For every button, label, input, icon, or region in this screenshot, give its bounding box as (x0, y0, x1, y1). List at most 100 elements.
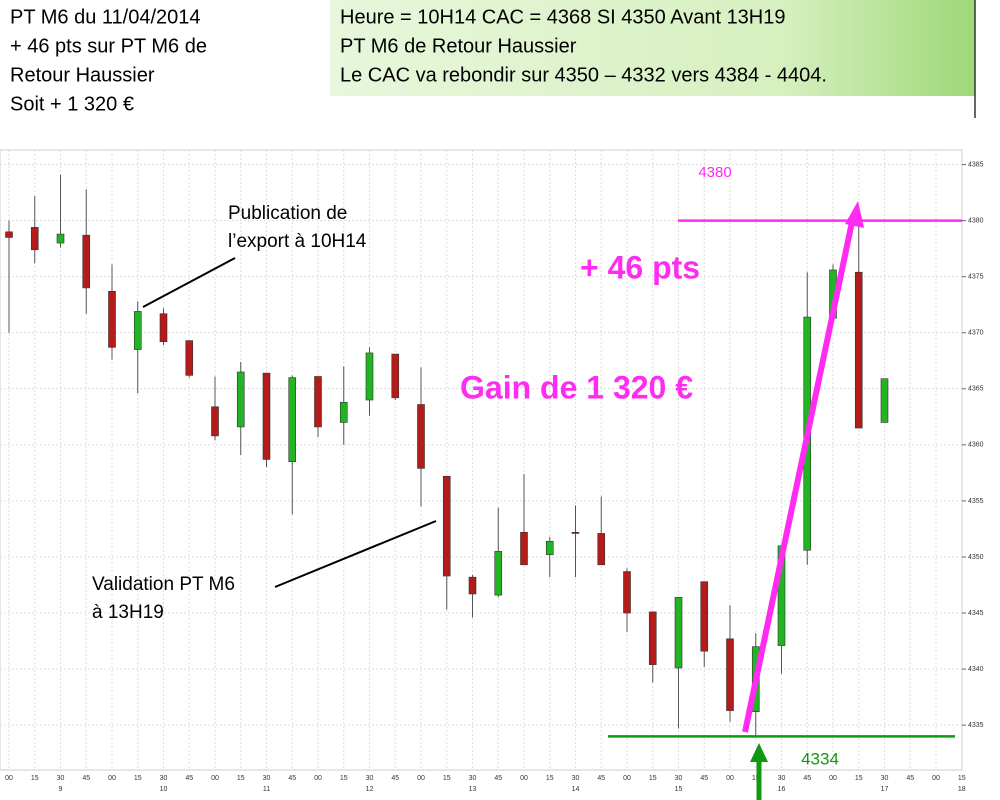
header-left: + 46 pts sur PT M6 de (10, 35, 207, 57)
candle-body (185, 340, 194, 376)
y-tick-label: 4385 (968, 161, 984, 168)
candle-body (494, 551, 503, 596)
hour-label: 9 (59, 786, 63, 793)
header-right: Le CAC va rebondir sur 4350 – 4332 vers … (340, 64, 827, 86)
level-label: 4334 (801, 749, 839, 768)
candle-body (520, 532, 528, 566)
x-tick-label: 45 (391, 775, 399, 782)
y-tick-label: 4370 (968, 330, 984, 337)
x-tick-label: 45 (700, 775, 708, 782)
x-tick-label: 45 (803, 775, 811, 782)
candle-body (133, 311, 142, 350)
candle-body (5, 231, 13, 238)
x-tick-label: 15 (958, 775, 966, 782)
y-tick-label: 4365 (968, 386, 984, 393)
x-tick-label: 45 (288, 775, 296, 782)
y-tick-label: 4350 (968, 554, 984, 561)
x-tick-label: 00 (623, 775, 631, 782)
candle-body (726, 638, 734, 711)
candle-body (236, 371, 245, 428)
arrow-head (750, 743, 768, 762)
candle-body (159, 313, 168, 343)
candle-body (56, 233, 65, 244)
annotation: Publication de (228, 203, 347, 224)
candle-body (648, 611, 657, 665)
candle-body (262, 372, 271, 460)
x-tick-label: 45 (185, 775, 193, 782)
x-tick-label: 15 (31, 775, 39, 782)
y-tick-label: 4380 (968, 217, 984, 224)
y-tick-label: 4355 (968, 498, 984, 505)
header-left: Retour Haussier (10, 64, 155, 86)
candle-body (365, 352, 374, 401)
x-tick-label: 30 (881, 775, 889, 782)
x-tick-label: 30 (366, 775, 374, 782)
x-tick-label: 15 (752, 775, 760, 782)
candle-body (211, 406, 219, 437)
candle-body (545, 540, 554, 556)
x-tick-label: 00 (108, 775, 116, 782)
x-tick-label: 15 (855, 775, 863, 782)
y-tick-label: 4340 (968, 666, 984, 673)
x-tick-label: 30 (778, 775, 786, 782)
candle-body (314, 376, 322, 428)
candle-body (339, 401, 348, 423)
header-left: Soit + 1 320 € (10, 93, 134, 115)
x-tick-label: 15 (340, 775, 348, 782)
x-tick-label: 00 (314, 775, 322, 782)
candle-body (468, 576, 477, 595)
x-tick-label: 00 (932, 775, 940, 782)
candle-body (623, 571, 631, 614)
callout-line (274, 520, 437, 588)
x-tick-label: 45 (82, 775, 90, 782)
hour-label: 17 (881, 786, 889, 793)
candle-body (854, 271, 863, 429)
x-tick-label: 15 (134, 775, 142, 782)
annotation: à 13H19 (92, 602, 164, 623)
header-left: PT M6 du 11/04/2014 (10, 6, 201, 28)
x-tick-label: 00 (726, 775, 734, 782)
x-tick-label: 45 (906, 775, 914, 782)
x-tick-label: 00 (829, 775, 837, 782)
level-label: 4380 (698, 164, 731, 181)
hour-label: 13 (469, 786, 477, 793)
x-tick-label: 30 (160, 775, 168, 782)
x-tick-label: 30 (675, 775, 683, 782)
x-tick-label: 15 (546, 775, 554, 782)
annotation: Gain de 1 320 € (460, 369, 693, 405)
x-tick-label: 15 (237, 775, 245, 782)
callout-line (142, 257, 236, 308)
hour-label: 15 (675, 786, 683, 793)
hour-label: 11 (263, 786, 270, 793)
annotation: l’export à 10H14 (228, 231, 367, 252)
candle-body (442, 475, 451, 577)
y-tick-label: 4375 (968, 274, 984, 281)
x-tick-label: 00 (211, 775, 219, 782)
x-tick-label: 00 (520, 775, 528, 782)
x-tick-label: 30 (263, 775, 271, 782)
header-right: Heure = 10H14 CAC = 4368 SI 4350 Avant 1… (340, 6, 786, 28)
x-tick-label: 45 (494, 775, 502, 782)
candle-body (82, 234, 91, 289)
hour-label: 18 (958, 786, 966, 793)
candle-body (571, 532, 580, 534)
header-right: PT M6 de Retour Haussier (340, 35, 577, 57)
plot: 4335 4340 4345 4350 4355 4360 4365 4370 4375 4380… (0, 150, 984, 793)
candle-body (417, 404, 425, 469)
arrow-head (845, 201, 864, 228)
candle-body (108, 290, 116, 348)
x-tick-label: 30 (57, 775, 65, 782)
x-tick-label: 15 (649, 775, 657, 782)
y-tick-label: 4360 (968, 442, 984, 449)
info-box (330, 0, 975, 96)
candle-body (288, 377, 297, 462)
annotation: + 46 pts (580, 249, 700, 285)
hour-label: 12 (366, 786, 374, 793)
x-tick-label: 45 (597, 775, 605, 782)
y-tick-label: 4335 (968, 722, 984, 729)
x-tick-label: 00 (417, 775, 425, 782)
trend-arrow (742, 221, 855, 733)
hour-label: 16 (778, 786, 786, 793)
hour-label: 10 (160, 786, 168, 793)
